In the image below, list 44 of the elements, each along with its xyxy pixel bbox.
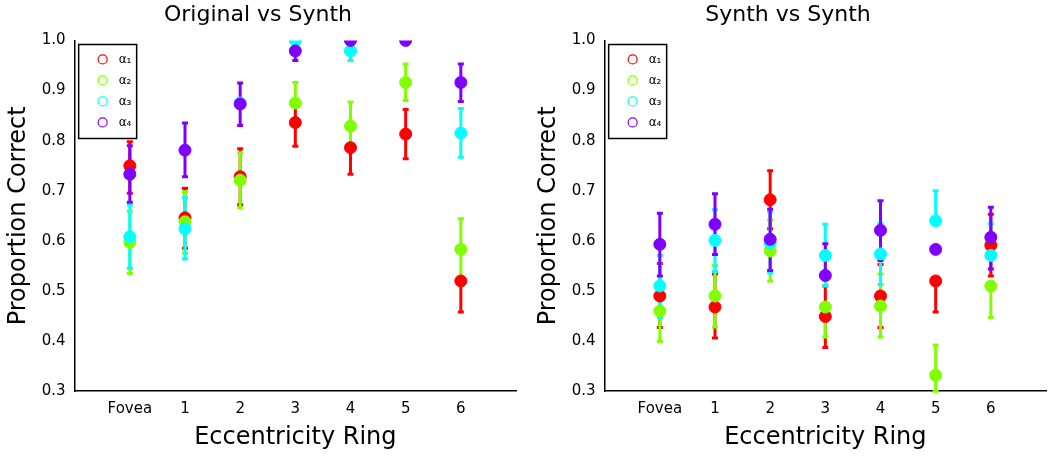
y-tick-label: 0.8: [41, 130, 66, 149]
legend-label: α₃: [118, 93, 132, 108]
y-tick-label: 0.9: [41, 80, 66, 99]
y-tick-label: 0.7: [571, 180, 596, 199]
y-tick-label: 0.8: [571, 130, 596, 149]
legend-label: α₄: [118, 114, 132, 129]
y-tick-label: 0.4: [41, 330, 66, 349]
y-tick-label: 0.7: [41, 180, 66, 199]
legend-label: α₂: [648, 72, 662, 87]
chart-title: Synth vs Synth: [705, 0, 871, 26]
x-tick-label: Fovea: [637, 399, 683, 418]
legend-label: α₂: [118, 72, 132, 87]
y-tick-label: 0.5: [41, 280, 66, 299]
y-tick-label: 0.4: [571, 330, 596, 349]
x-axis-title: Eccentricity Ring: [724, 421, 927, 450]
y-tick-label: 0.6: [41, 230, 66, 249]
y-tick-label: 0.5: [571, 280, 596, 299]
x-tick-label: 3: [290, 399, 301, 418]
x-tick-label: 5: [400, 399, 411, 418]
y-tick-label: 0.6: [571, 230, 596, 249]
x-tick-label: 2: [765, 399, 775, 418]
x-tick-label: 1: [180, 399, 190, 418]
y-tick-label: 0.3: [41, 381, 66, 400]
x-tick-label: 6: [986, 399, 996, 418]
chart-title: Original vs Synth: [163, 0, 353, 26]
y-tick-label: 0.9: [571, 80, 596, 99]
x-axis-title: Eccentricity Ring: [194, 421, 397, 450]
y-tick-label: 0.3: [571, 381, 596, 400]
x-tick-label: 5: [930, 399, 941, 418]
legend-label: α₁: [118, 51, 132, 66]
x-tick-label: 2: [235, 399, 245, 418]
legend-label: α₁: [648, 51, 662, 66]
x-tick-label: 4: [345, 399, 356, 418]
legend-label: α₄: [648, 114, 662, 129]
y-axis-title: Proportion Correct: [532, 106, 561, 326]
legend-label: α₃: [648, 93, 662, 108]
y-tick-label: 1.0: [571, 30, 596, 49]
x-tick-label: 4: [875, 399, 886, 418]
x-tick-label: 1: [710, 399, 720, 418]
x-tick-label: 3: [820, 399, 831, 418]
x-tick-label: 6: [456, 399, 466, 418]
y-tick-label: 1.0: [41, 30, 66, 49]
y-axis-title: Proportion Correct: [2, 106, 31, 326]
x-tick-label: Fovea: [107, 399, 153, 418]
